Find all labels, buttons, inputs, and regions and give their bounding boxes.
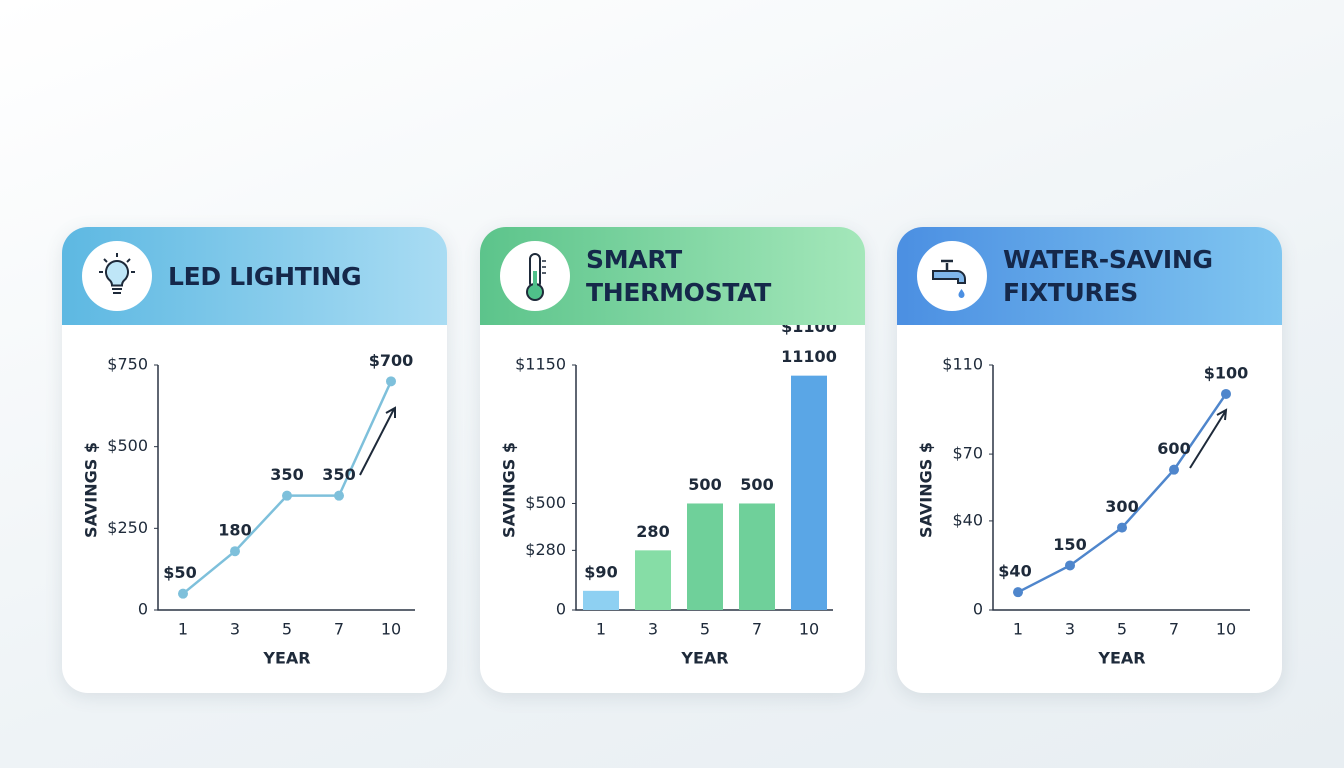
- point: [1117, 522, 1127, 533]
- card: SMART THERMOSTAT 0 $280 $500 $1150 SAVINGS $…: [480, 227, 865, 693]
- y-axis-label: SAVINGS $: [82, 442, 101, 538]
- thermometer-icon: [526, 253, 546, 301]
- trend-arrow: [359, 406, 396, 476]
- data-label: 300: [1105, 497, 1138, 516]
- data-label: 150: [1053, 535, 1086, 554]
- y-tick-label: $250: [107, 518, 148, 537]
- card-header: SMART THERMOSTAT: [480, 227, 865, 325]
- x-tick-label: 5: [282, 620, 292, 639]
- icon: [917, 241, 987, 311]
- y-tick-label: $500: [525, 493, 566, 512]
- y-axis-label: SAVINGS $: [500, 442, 519, 538]
- point: [1221, 388, 1231, 399]
- chart: 0 $40 $70 $110 SAVINGS $ YEAR 1 3 5 7 10 $40 150 300 6…: [917, 355, 1250, 668]
- y-tick-label: $40: [952, 510, 983, 529]
- x-tick-label: 1: [596, 620, 606, 639]
- y-tick-label: $1150: [515, 355, 566, 374]
- bar: [687, 503, 723, 610]
- x-tick-label: 1: [1013, 620, 1023, 639]
- x-axis-label: YEAR: [262, 649, 310, 668]
- data-label: $40: [998, 562, 1031, 581]
- x-tick-label: 7: [334, 620, 344, 639]
- data-label: $100: [1204, 363, 1249, 382]
- x-tick-label: 1: [178, 620, 188, 639]
- icon: [82, 241, 152, 311]
- line: [182, 380, 393, 595]
- trend-arrow: [1189, 408, 1228, 469]
- data-label: 350: [270, 465, 303, 484]
- x-tick-label: 3: [648, 620, 658, 639]
- icon: [500, 241, 570, 311]
- point: [1013, 587, 1023, 598]
- y-tick-label: $280: [525, 540, 566, 559]
- data-label: 600: [1157, 439, 1190, 458]
- data-label: 500: [688, 475, 721, 494]
- bulb-icon: [99, 253, 135, 294]
- x-tick-label: 3: [230, 620, 240, 639]
- data-label: 280: [636, 522, 669, 541]
- x-tick-label: 10: [381, 620, 401, 639]
- x-tick-label: 7: [752, 620, 762, 639]
- x-tick-label: 7: [1169, 620, 1179, 639]
- point: [386, 376, 396, 387]
- card-title: LED LIGHTING: [168, 261, 362, 291]
- data-label: $1100: [781, 325, 837, 336]
- point: [334, 490, 344, 501]
- x-tick-label: 3: [1065, 620, 1075, 639]
- x-tick-label: 10: [799, 620, 819, 639]
- faucet-icon: [932, 259, 966, 298]
- bar: [739, 503, 775, 610]
- y-tick-label: 0: [973, 600, 983, 619]
- x-axis-label: YEAR: [1097, 649, 1145, 668]
- data-label: 500: [740, 475, 773, 494]
- x-axis-label: YEAR: [680, 649, 728, 668]
- card: LED LIGHTING 0 $250 $500 $750 SAVINGS $ YEAR 1…: [62, 227, 447, 693]
- y-tick-label: $110: [942, 355, 983, 374]
- data-label: 180: [218, 521, 251, 540]
- data-label: $90: [584, 562, 617, 581]
- data-label: $700: [369, 351, 414, 370]
- y-axis-label: SAVINGS $: [917, 442, 936, 538]
- x-tick-label: 5: [1117, 620, 1127, 639]
- point: [282, 490, 292, 501]
- y-tick-label: 0: [556, 600, 566, 619]
- y-tick-label: $500: [107, 436, 148, 455]
- card-header: WATER-SAVING FIXTURES: [897, 227, 1282, 325]
- point: [1169, 464, 1179, 475]
- point: [230, 546, 240, 557]
- card-header: LED LIGHTING: [62, 227, 447, 325]
- card: WATER-SAVING FIXTURES 0 $40 $70 $110 SAVINGS…: [897, 227, 1282, 693]
- annotation: 11100: [781, 347, 837, 366]
- card-title: SMART THERMOSTAT: [586, 245, 772, 307]
- point: [1065, 560, 1075, 571]
- x-tick-label: 10: [1216, 620, 1236, 639]
- data-label: $50: [163, 563, 196, 582]
- x-tick-label: 5: [700, 620, 710, 639]
- data-label: 350: [322, 465, 355, 484]
- point: [178, 588, 188, 599]
- y-tick-label: 0: [138, 600, 148, 619]
- bar: [791, 375, 827, 610]
- card-title: WATER-SAVING FIXTURES: [1003, 245, 1213, 307]
- y-tick-label: $750: [107, 355, 148, 374]
- chart: 0 $280 $500 $1150 SAVINGS $ YEAR 1 3 5 7 10 $90 280 5…: [500, 325, 837, 668]
- line: [1017, 393, 1228, 594]
- y-tick-label: $70: [952, 444, 983, 463]
- chart: 0 $250 $500 $750 SAVINGS $ YEAR 1 3 5 7 10 $50 180 35…: [82, 351, 415, 668]
- bar: [583, 590, 619, 610]
- bar: [635, 550, 671, 610]
